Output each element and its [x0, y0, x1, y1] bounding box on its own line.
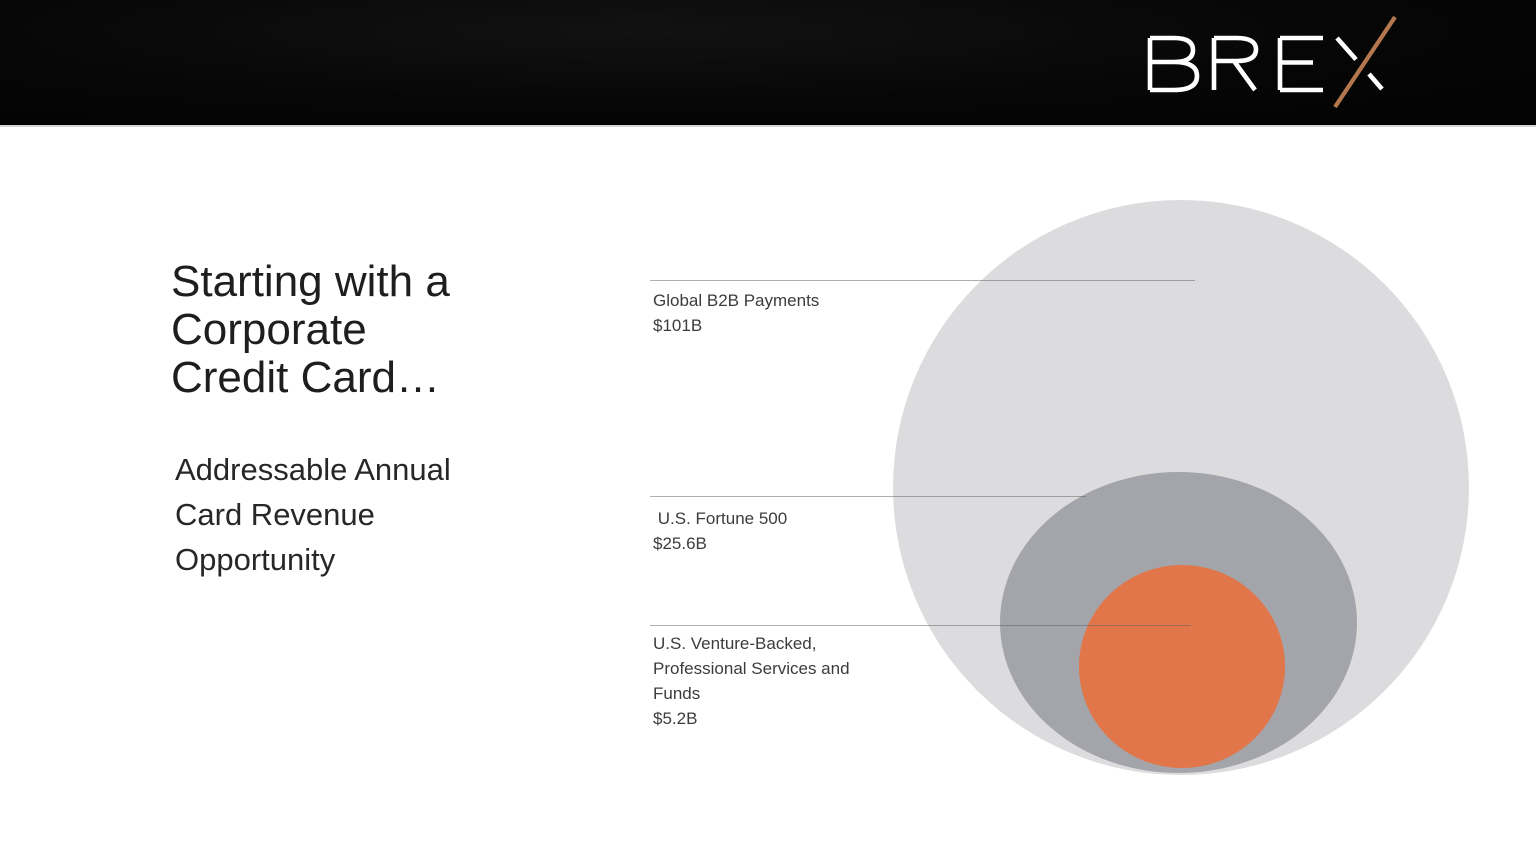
logo-letters [1147, 35, 1384, 93]
header-bar [0, 0, 1536, 127]
circle-us-venture-backed [1079, 565, 1285, 768]
leader-line-global-b2b-payments [650, 280, 1195, 281]
logo-letter-e [1277, 35, 1323, 93]
brex-logo [1147, 15, 1397, 109]
slide-title: Starting with a Corporate Credit Card… [171, 257, 450, 402]
label-global-b2b-payments: Global B2B Payments $101B [653, 291, 820, 335]
label-us-venture-backed: U.S. Venture-Backed, Professional Servic… [653, 634, 850, 728]
logo-letter-r [1211, 35, 1259, 92]
label-us-fortune-500: U.S. Fortune 500 $25.6B [653, 509, 788, 553]
logo-letter-b [1147, 35, 1200, 93]
leader-line-us-venture-backed [650, 625, 1191, 626]
logo-x-slash-icon [1333, 15, 1397, 109]
logo-letter-x-backslash [1335, 36, 1384, 91]
leader-line-us-fortune-500 [650, 496, 1086, 497]
slide-subtitle: Addressable Annual Card Revenue Opportun… [175, 452, 451, 577]
